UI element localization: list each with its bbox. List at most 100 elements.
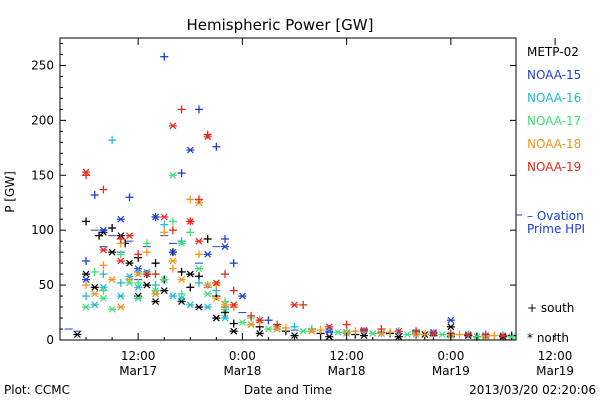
north-point (186, 217, 195, 225)
footer-left: Plot: CCMC (4, 383, 70, 397)
north-point (177, 294, 186, 302)
north-point (134, 283, 143, 291)
north-point (333, 328, 342, 336)
x-axis-label: Date and Time (244, 383, 332, 397)
marker-legend-entry: + south (527, 301, 574, 315)
north-point (290, 332, 299, 340)
south-point (125, 275, 134, 284)
north-point (229, 327, 238, 335)
north-point (168, 248, 177, 256)
north-point (290, 301, 299, 309)
north-point (238, 292, 247, 300)
ovation-legend-line: – Ovation (527, 209, 584, 223)
north-point (151, 298, 160, 305)
north-point (90, 290, 99, 298)
x-tick-time: 12:00 (538, 349, 573, 363)
south-point (90, 267, 99, 276)
south-point (116, 250, 125, 259)
north-point (377, 329, 386, 337)
x-axis: 12:00Mar170:00Mar1812:00Mar180:00Mar1912… (85, 38, 574, 378)
north-point (273, 325, 282, 333)
north-point (429, 329, 438, 337)
south-point (264, 316, 273, 325)
north-point (168, 122, 177, 130)
south-point (281, 323, 290, 332)
north-point (203, 133, 212, 141)
south-point (194, 195, 203, 204)
south-point (108, 136, 117, 145)
south-point (186, 283, 195, 292)
north-point (116, 257, 125, 265)
north-point (255, 329, 264, 337)
north-point (82, 303, 91, 311)
north-point (203, 250, 212, 258)
south-point (455, 330, 464, 339)
north-point (221, 314, 230, 322)
south-point (186, 195, 195, 204)
north-point (203, 290, 212, 298)
ovation-legend-line: Prime HPI (527, 222, 585, 236)
north-point (229, 301, 238, 309)
north-point (177, 276, 186, 284)
plot-frame (59, 37, 517, 341)
south-point (212, 142, 221, 151)
north-point (360, 326, 368, 334)
north-point (151, 290, 160, 298)
south-point (168, 264, 177, 273)
north-point (186, 301, 195, 309)
y-axis-label: P [GW] (3, 171, 17, 213)
south-point (82, 281, 91, 290)
south-point (142, 239, 151, 248)
south-point (116, 278, 125, 287)
south-point (168, 217, 177, 226)
x-tick-time: 12:00 (329, 349, 364, 363)
north-point (168, 257, 177, 265)
south-point (99, 286, 108, 295)
north-point (82, 276, 91, 284)
y-tick-label: 200 (31, 113, 54, 127)
north-point (134, 294, 143, 302)
south-point (229, 319, 238, 328)
x-tick-date: Mar19 (536, 364, 574, 378)
legend-entry: NOAA-19 (527, 160, 581, 174)
south-point (116, 234, 125, 243)
north-point (99, 226, 108, 234)
south-point (99, 270, 108, 279)
south-point (177, 105, 186, 114)
south-point (82, 217, 91, 226)
north-point (116, 303, 125, 311)
south-point (125, 193, 134, 202)
south-point (186, 228, 195, 237)
south-point (177, 267, 186, 276)
north-point (299, 327, 308, 335)
data-marks (64, 52, 516, 341)
north-point (472, 333, 481, 341)
legend-entry: NOAA-17 (527, 114, 581, 128)
north-point (134, 270, 143, 278)
y-tick-label: 150 (31, 168, 54, 182)
x-tick-date: Mar18 (223, 364, 261, 378)
north-point (368, 329, 377, 337)
north-point (186, 270, 195, 278)
legend-entry: NOAA-18 (527, 137, 581, 151)
south-point (229, 259, 238, 268)
south-point (221, 270, 230, 279)
south-point (177, 169, 186, 178)
north-point (325, 323, 334, 331)
north-point (446, 316, 455, 324)
south-point (290, 322, 299, 331)
south-point (82, 256, 91, 265)
north-point (446, 323, 455, 331)
y-tick-label: 250 (31, 58, 54, 72)
south-point (151, 281, 160, 290)
south-point (273, 320, 282, 329)
south-point (160, 52, 169, 61)
chart-title: Hemispheric Power [GW] (187, 16, 374, 34)
north-point (307, 327, 316, 335)
legend-entry: NOAA-15 (527, 68, 581, 82)
north-point (438, 331, 447, 338)
x-tick-time: 0:00 (437, 349, 464, 363)
south-point (90, 191, 99, 200)
south-point (490, 331, 499, 340)
